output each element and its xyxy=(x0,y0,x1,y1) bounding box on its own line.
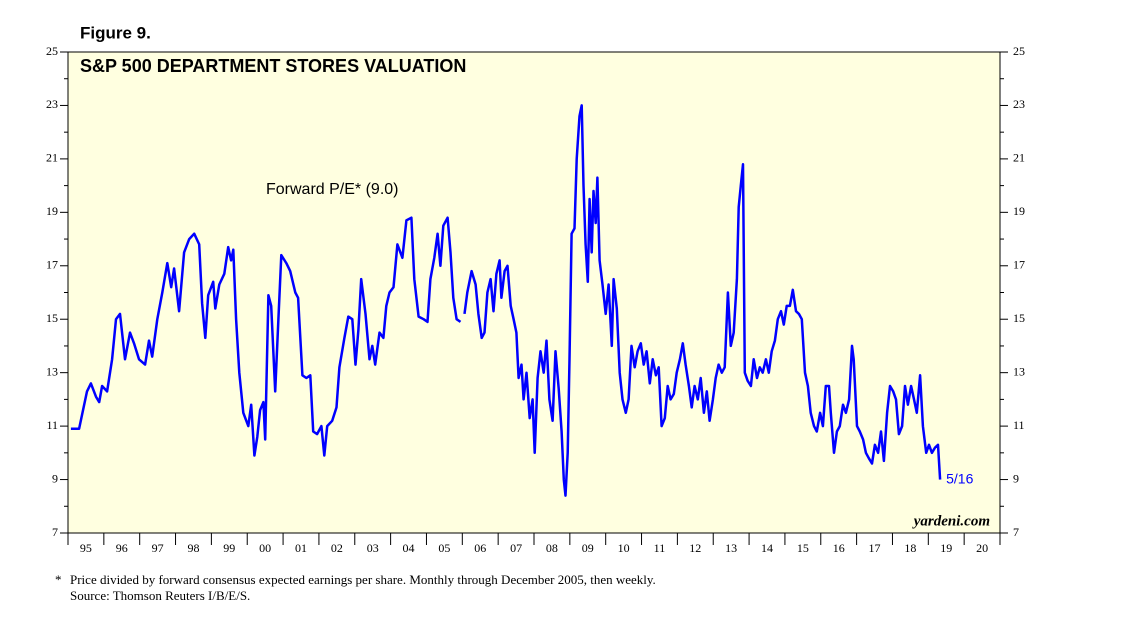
figure-label: Figure 9. xyxy=(80,23,151,42)
x-tick-label: 15 xyxy=(797,541,809,555)
y-tick-label: 19 xyxy=(46,204,58,218)
x-tick-label: 06 xyxy=(474,541,486,555)
x-tick-label: 04 xyxy=(403,541,415,555)
x-tick-label: 08 xyxy=(546,541,558,555)
x-tick-label: 19 xyxy=(940,541,952,555)
x-tick-label: 97 xyxy=(152,541,164,555)
x-tick-label: 20 xyxy=(976,541,988,555)
y2-tick-label: 19 xyxy=(1013,204,1025,218)
plot-area xyxy=(67,51,1001,534)
y-tick-label: 13 xyxy=(46,364,58,378)
x-tick-label: 11 xyxy=(654,541,666,555)
x-tick-label: 14 xyxy=(761,541,773,555)
x-tick-label: 18 xyxy=(904,541,916,555)
source-mark: yardeni.com xyxy=(912,513,990,529)
x-tick-label: 99 xyxy=(223,541,235,555)
x-tick-label: 10 xyxy=(618,541,630,555)
x-tick-label: 16 xyxy=(833,541,845,555)
y-tick-label: 11 xyxy=(46,418,58,432)
x-tick-label: 05 xyxy=(438,541,450,555)
y2-tick-label: 23 xyxy=(1013,97,1025,111)
source: Source: Thomson Reuters I/B/E/S. xyxy=(70,588,250,603)
series-label: Forward P/E* (9.0) xyxy=(266,181,398,198)
x-tick-label: 96 xyxy=(116,541,128,555)
y2-tick-label: 25 xyxy=(1013,44,1025,58)
y-tick-label: 25 xyxy=(46,44,58,58)
x-tick-label: 00 xyxy=(259,541,271,555)
x-tick-label: 02 xyxy=(331,541,343,555)
y2-tick-label: 9 xyxy=(1013,471,1019,485)
x-tick-label: 09 xyxy=(582,541,594,555)
x-tick-label: 12 xyxy=(689,541,701,555)
data-line xyxy=(70,104,942,497)
y2-tick-label: 7 xyxy=(1013,525,1019,539)
x-tick-label: 17 xyxy=(869,541,881,555)
y-tick-label: 7 xyxy=(52,525,58,539)
y2-tick-label: 13 xyxy=(1013,364,1025,378)
y-tick-label: 9 xyxy=(52,471,58,485)
footnote-marker: * xyxy=(55,572,62,587)
y2-tick-label: 17 xyxy=(1013,258,1025,272)
y2-tick-label: 15 xyxy=(1013,311,1025,325)
y-tick-label: 23 xyxy=(46,97,58,111)
x-tick-label: 03 xyxy=(367,541,379,555)
x-tick-label: 07 xyxy=(510,541,522,555)
x-tick-label: 98 xyxy=(187,541,199,555)
footnote: Price divided by forward consensus expec… xyxy=(70,572,656,587)
y-tick-label: 17 xyxy=(46,258,58,272)
x-tick-label: 13 xyxy=(725,541,737,555)
y-tick-label: 21 xyxy=(46,151,58,165)
last-value-label: 5/16 xyxy=(946,470,973,486)
x-tick-label: 95 xyxy=(80,541,92,555)
chart-title: S&P 500 DEPARTMENT STORES VALUATION xyxy=(80,56,466,76)
x-tick-label: 01 xyxy=(295,541,307,555)
y2-tick-label: 11 xyxy=(1013,418,1025,432)
y2-tick-label: 21 xyxy=(1013,151,1025,165)
y-tick-label: 15 xyxy=(46,311,58,325)
